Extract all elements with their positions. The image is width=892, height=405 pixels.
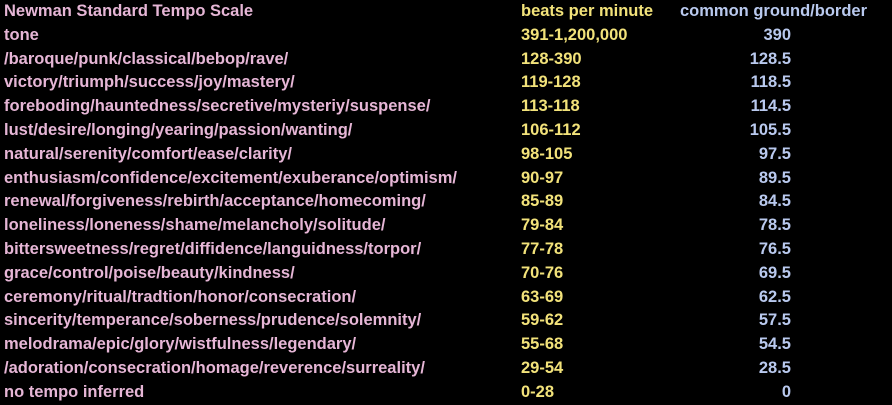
header-row: Newman Standard Tempo Scale beats per mi… bbox=[0, 0, 892, 24]
table-row: victory/triumph/success/joy/mastery/119-… bbox=[0, 71, 892, 95]
tone-cell: melodrama/epic/glory/wistfulness/legenda… bbox=[4, 335, 357, 354]
table-row: /adoration/consecration/homage/reverence… bbox=[0, 357, 892, 381]
bpm-cell: 79-84 bbox=[521, 216, 564, 235]
tone-cell: no tempo inferred bbox=[4, 382, 145, 401]
table-row: ceremony/ritual/tradtion/honor/consecrat… bbox=[0, 286, 892, 310]
table-row: tone 391-1,200,000 390 bbox=[0, 24, 892, 48]
tone-cell: enthusiasm/confidence/excitement/exubera… bbox=[4, 168, 457, 187]
border-cell: 76.5 bbox=[758, 239, 791, 258]
tone-cell: /baroque/punk/classical/bebop/rave/ bbox=[4, 49, 289, 68]
bpm-cell: 113-118 bbox=[521, 97, 580, 116]
tone-cell: lust/desire/longing/yearing/passion/want… bbox=[4, 120, 353, 139]
border-cell: 114.5 bbox=[750, 97, 791, 116]
tone-cell: ceremony/ritual/tradtion/honor/consecrat… bbox=[4, 287, 357, 306]
bpm-cell: 29-54 bbox=[521, 358, 564, 377]
tone-cell: loneliness/loneness/shame/melancholy/sol… bbox=[4, 216, 386, 235]
tone-cell: tone bbox=[4, 25, 39, 44]
bpm-cell: 77-78 bbox=[521, 239, 564, 258]
bpm-cell: 391-1,200,000 bbox=[521, 25, 628, 44]
tone-cell: bittersweetness/regret/diffidence/langui… bbox=[4, 239, 422, 258]
table-row: sincerity/temperance/soberness/prudence/… bbox=[0, 309, 892, 333]
table-title: Newman Standard Tempo Scale bbox=[4, 2, 254, 20]
border-cell: 97.5 bbox=[758, 144, 791, 163]
bpm-cell: 90-97 bbox=[521, 168, 564, 187]
bpm-cell: 70-76 bbox=[521, 263, 564, 282]
border-cell: 89.5 bbox=[758, 168, 791, 187]
border-cell: 390 bbox=[763, 25, 791, 44]
border-column-header: common ground/border bbox=[680, 2, 867, 20]
table-row: no tempo inferred 0-28 0 bbox=[0, 381, 892, 405]
tone-cell: natural/serenity/comfort/ease/clarity/ bbox=[4, 144, 292, 163]
bpm-cell: 128-390 bbox=[521, 49, 582, 68]
table-row: renewal/forgiveness/rebirth/acceptance/h… bbox=[0, 190, 892, 214]
tone-cell: renewal/forgiveness/rebirth/acceptance/h… bbox=[4, 192, 426, 211]
tone-cell: victory/triumph/success/joy/mastery/ bbox=[4, 73, 295, 92]
border-cell: 105.5 bbox=[749, 120, 791, 139]
bpm-cell: 59-62 bbox=[521, 311, 564, 330]
border-cell: 54.5 bbox=[758, 335, 791, 354]
bpm-cell: 63-69 bbox=[521, 287, 564, 306]
border-cell: 84.5 bbox=[758, 192, 791, 211]
bpm-cell: 55-68 bbox=[521, 335, 564, 354]
border-cell: 69.5 bbox=[758, 263, 791, 282]
bpm-cell: 119-128 bbox=[521, 73, 581, 92]
table-row: lust/desire/longing/yearing/passion/want… bbox=[0, 119, 892, 143]
table-row: foreboding/hauntedness/secretive/mysteri… bbox=[0, 95, 892, 119]
table-row: bittersweetness/regret/diffidence/langui… bbox=[0, 238, 892, 262]
border-cell: 0 bbox=[781, 382, 791, 401]
border-cell: 28.5 bbox=[758, 358, 791, 377]
table-row: melodrama/epic/glory/wistfulness/legenda… bbox=[0, 333, 892, 357]
table-row: grace/control/poise/beauty/kindness/70-7… bbox=[0, 262, 892, 286]
table-row: natural/serenity/comfort/ease/clarity/98… bbox=[0, 143, 892, 167]
border-cell: 57.5 bbox=[758, 311, 791, 330]
border-cell: 118.5 bbox=[750, 73, 791, 92]
tone-cell: grace/control/poise/beauty/kindness/ bbox=[4, 263, 295, 282]
tone-cell: sincerity/temperance/soberness/prudence/… bbox=[4, 311, 422, 330]
bpm-cell: 0-28 bbox=[521, 382, 555, 401]
bpm-cell: 106-112 bbox=[521, 120, 581, 139]
tone-cell: /adoration/consecration/homage/reverence… bbox=[4, 358, 425, 377]
table-row: /baroque/punk/classical/bebop/rave/128-3… bbox=[0, 48, 892, 72]
bpm-cell: 85-89 bbox=[521, 192, 564, 211]
tone-cell: foreboding/hauntedness/secretive/mysteri… bbox=[4, 97, 431, 116]
border-cell: 128.5 bbox=[749, 49, 791, 68]
bpm-column-header: beats per minute bbox=[521, 2, 654, 20]
bpm-cell: 98-105 bbox=[521, 144, 573, 163]
table-row: loneliness/loneness/shame/melancholy/sol… bbox=[0, 214, 892, 238]
border-cell: 78.5 bbox=[758, 216, 791, 235]
table-row: enthusiasm/confidence/excitement/exubera… bbox=[0, 167, 892, 191]
border-cell: 62.5 bbox=[758, 287, 791, 306]
